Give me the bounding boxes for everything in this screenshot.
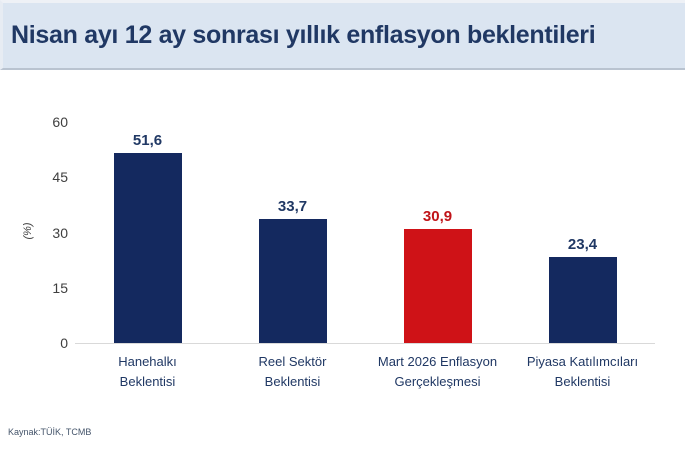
- bar-value-label: 51,6: [132, 131, 163, 149]
- y-axis-tick-label: 60: [52, 114, 68, 130]
- y-axis-tick-label: 30: [52, 224, 68, 241]
- x-axis-category-labels: Hanehalkı Beklentisi Reel Sektör Beklentisi…: [75, 352, 655, 391]
- bar-value-label: 23,4: [567, 235, 598, 253]
- bar-3: 30,9: [403, 208, 472, 343]
- bar-value-label: 33,7: [277, 197, 308, 215]
- category-label: Hanehalkı Beklentisi: [118, 354, 177, 389]
- y-axis-tick-label: 15: [52, 279, 68, 296]
- y-axis: 0 15 30 45 60: [0, 114, 68, 351]
- bar-slot: 51,6: [75, 122, 220, 343]
- category-label: Reel Sektör Beklentisi: [258, 354, 327, 389]
- bar-value-label: 30,9: [422, 208, 453, 226]
- y-axis-tick-label: 0: [60, 335, 68, 351]
- chart-title: Nisan ayı 12 ay sonrası yıllık enflasyon…: [11, 21, 596, 49]
- bar-4: 23,4: [548, 236, 617, 343]
- category-label: Mart 2026 Enflasyon Gerçekleşmesi: [377, 354, 498, 389]
- source-note: Kaynak:TÜİK, TCMB: [8, 427, 92, 437]
- bar-slot: 33,7: [220, 122, 365, 343]
- category-label: Piyasa Katılımcıları Beklentisi: [526, 354, 639, 389]
- header-bar: Nisan ayı 12 ay sonrası yıllık enflasyon…: [0, 0, 685, 70]
- bar-2: 33,7: [258, 198, 327, 343]
- bar-slot: 23,4: [510, 122, 655, 343]
- bar-slot: 30,9: [365, 122, 510, 343]
- y-axis-tick-label: 45: [52, 169, 68, 186]
- bar-1: 51,6: [113, 132, 182, 343]
- chart-plot-area: 51,6 33,7 30,9 23,4: [75, 122, 655, 344]
